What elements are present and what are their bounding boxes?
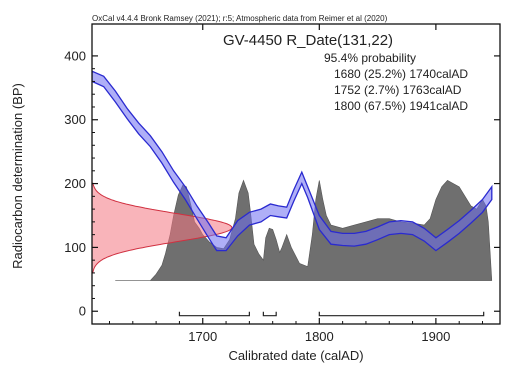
x-tick-label: 1700: [188, 329, 217, 344]
y-tick-label: 400: [64, 48, 86, 63]
y-tick-label: 0: [79, 304, 86, 319]
likelihood-distribution: [92, 182, 233, 274]
y-axis-label: Radiocarbon determination (BP): [10, 83, 25, 269]
y-tick-label: 100: [64, 240, 86, 255]
y-tick-label: 200: [64, 176, 86, 191]
probability-heading: 95.4% probability: [324, 51, 416, 65]
range-text-1: 1680 (25.2%) 1740calAD: [334, 67, 468, 81]
x-axis-label: Calibrated date (calAD): [228, 348, 363, 363]
x-tick-label: 1900: [421, 329, 450, 344]
credit-text: OxCal v4.4.4 Bronk Ramsey (2021); r:5; A…: [92, 14, 388, 23]
range-bracket-3: [318, 311, 485, 317]
x-tick-label: 1800: [305, 329, 334, 344]
likelihood-area: [92, 182, 233, 274]
range-text-2: 1752 (2.7%) 1763calAD: [334, 83, 462, 97]
y-tick-label: 300: [64, 112, 86, 127]
calibration-band: [92, 70, 493, 252]
range-text-3: 1800 (67.5%) 1941calAD: [334, 99, 468, 113]
chart-title: GV-4450 R_Date(131,22): [223, 32, 393, 49]
range-brackets: [178, 311, 485, 317]
range-bracket-2: [262, 311, 277, 317]
calibration-curve: [92, 70, 493, 252]
axis-ticks: 0 100 200 300 400 1700 1800 1900: [64, 24, 500, 344]
range-bracket-1: [178, 311, 250, 317]
